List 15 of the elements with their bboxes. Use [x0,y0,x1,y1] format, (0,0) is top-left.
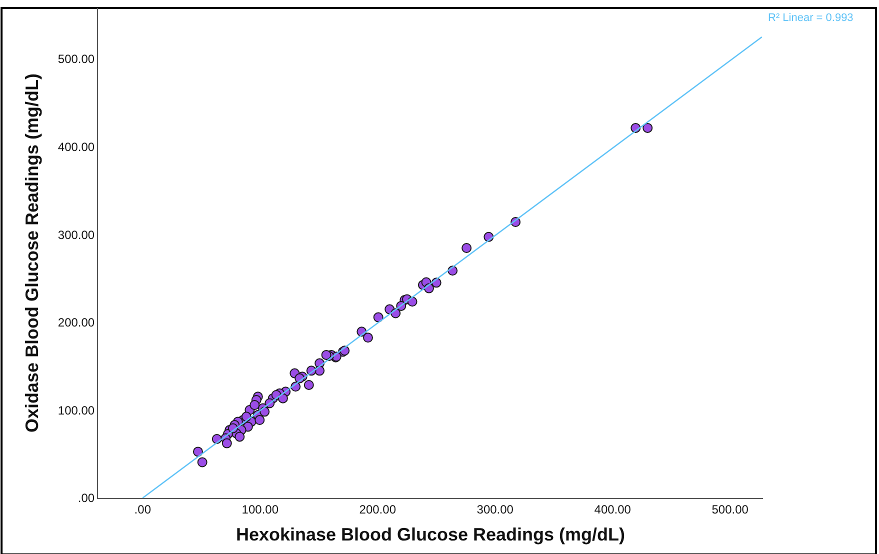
y-tick-label: 200.00 [58,316,95,330]
text: R² Linear = 0.993 [768,12,854,24]
x-tick-label: .00 [134,502,152,516]
x-tick-label: 300.00 [476,502,514,516]
y-axis-title: Oxidase Blood Glucose Readings (mg/dL) [22,73,42,433]
x-axis-title: Hexokinase Blood Glucose Readings (mg/dL) [236,524,626,544]
y-tick-label: 500.00 [58,52,95,66]
y-tick-label: 100.00 [58,403,95,418]
x-tick-label: 200.00 [359,502,396,516]
y-tick-label: 300.00 [58,228,95,242]
x-tick-label: 500.00 [712,502,749,516]
y-tick-label: .00 [78,491,95,506]
y-tick-label: 400.00 [58,140,95,154]
x-tick-label: 100.00 [242,502,279,516]
x-tick-label: 400.00 [594,502,632,516]
